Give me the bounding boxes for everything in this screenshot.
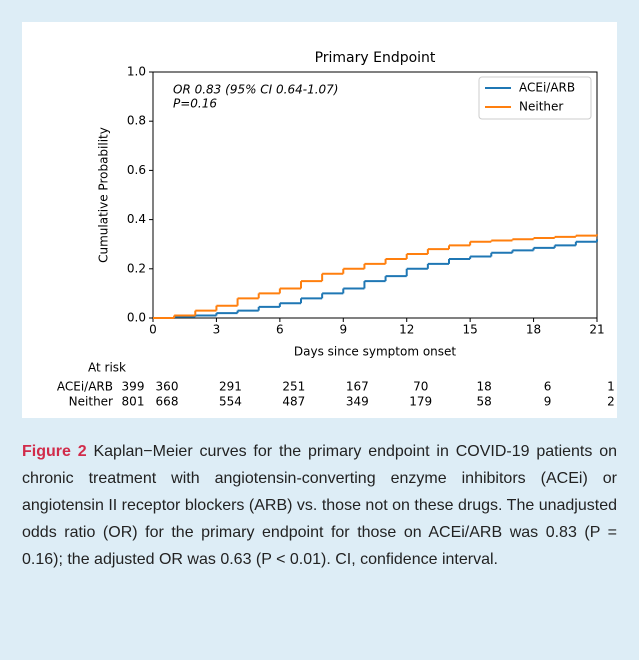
risk-count: 9 (544, 395, 552, 409)
annotation: OR 0.83 (95% CI 0.64-1.07) (173, 83, 338, 97)
risk-row-name: ACEi/ARB (57, 380, 113, 394)
x-tick-label: 6 (276, 323, 284, 337)
x-tick-label: 3 (213, 323, 221, 337)
caption: Figure 2 Kaplan−Meier curves for the pri… (22, 438, 617, 573)
caption-label: Figure 2 (22, 443, 87, 460)
y-tick-label: 0.8 (127, 114, 146, 128)
caption-text: Kaplan−Meier curves for the primary endp… (22, 443, 618, 568)
risk-count: 167 (346, 380, 369, 394)
y-tick-label: 0.0 (127, 311, 146, 325)
y-tick-label: 1.0 (127, 65, 146, 79)
chart-title: Primary Endpoint (315, 50, 436, 66)
x-tick-label: 12 (399, 323, 414, 337)
x-tick-label: 0 (149, 323, 157, 337)
x-tick-label: 18 (526, 323, 541, 337)
x-tick-label: 15 (463, 323, 478, 337)
risk-count: 291 (219, 380, 242, 394)
risk-count: 399 (122, 380, 145, 394)
risk-count: 58 (477, 395, 492, 409)
y-tick-label: 0.6 (127, 163, 146, 177)
x-tick-label: 9 (339, 323, 347, 337)
risk-count: 360 (156, 380, 179, 394)
y-axis-label: Cumulative Probability (97, 127, 111, 263)
risk-count: 6 (544, 380, 552, 394)
risk-row-name: Neither (69, 395, 113, 409)
y-tick-label: 0.4 (127, 212, 146, 226)
risk-count: 349 (346, 395, 369, 409)
risk-count: 251 (282, 380, 305, 394)
plot-frame (152, 71, 598, 319)
x-tick-label: 21 (589, 323, 604, 337)
y-tick-label: 0.2 (127, 261, 146, 275)
chart: Primary Endpoint Days since symptom onse… (22, 22, 617, 418)
risk-count: 179 (409, 395, 432, 409)
x-axis-label: Days since symptom onset (294, 345, 457, 359)
risk-count: 668 (156, 395, 179, 409)
risk-count: 801 (122, 395, 145, 409)
risk-count: 554 (219, 395, 242, 409)
risk-count: 18 (477, 380, 492, 394)
risk-count: 487 (282, 395, 305, 409)
legend-label: Neither (519, 100, 563, 114)
risk-title: At risk (88, 361, 126, 375)
annotation: P=0.16 (173, 97, 217, 111)
risk-count: 1 (607, 380, 615, 394)
risk-count: 70 (413, 380, 428, 394)
legend-label: ACEi/ARB (519, 81, 575, 95)
risk-count: 2 (607, 395, 615, 409)
